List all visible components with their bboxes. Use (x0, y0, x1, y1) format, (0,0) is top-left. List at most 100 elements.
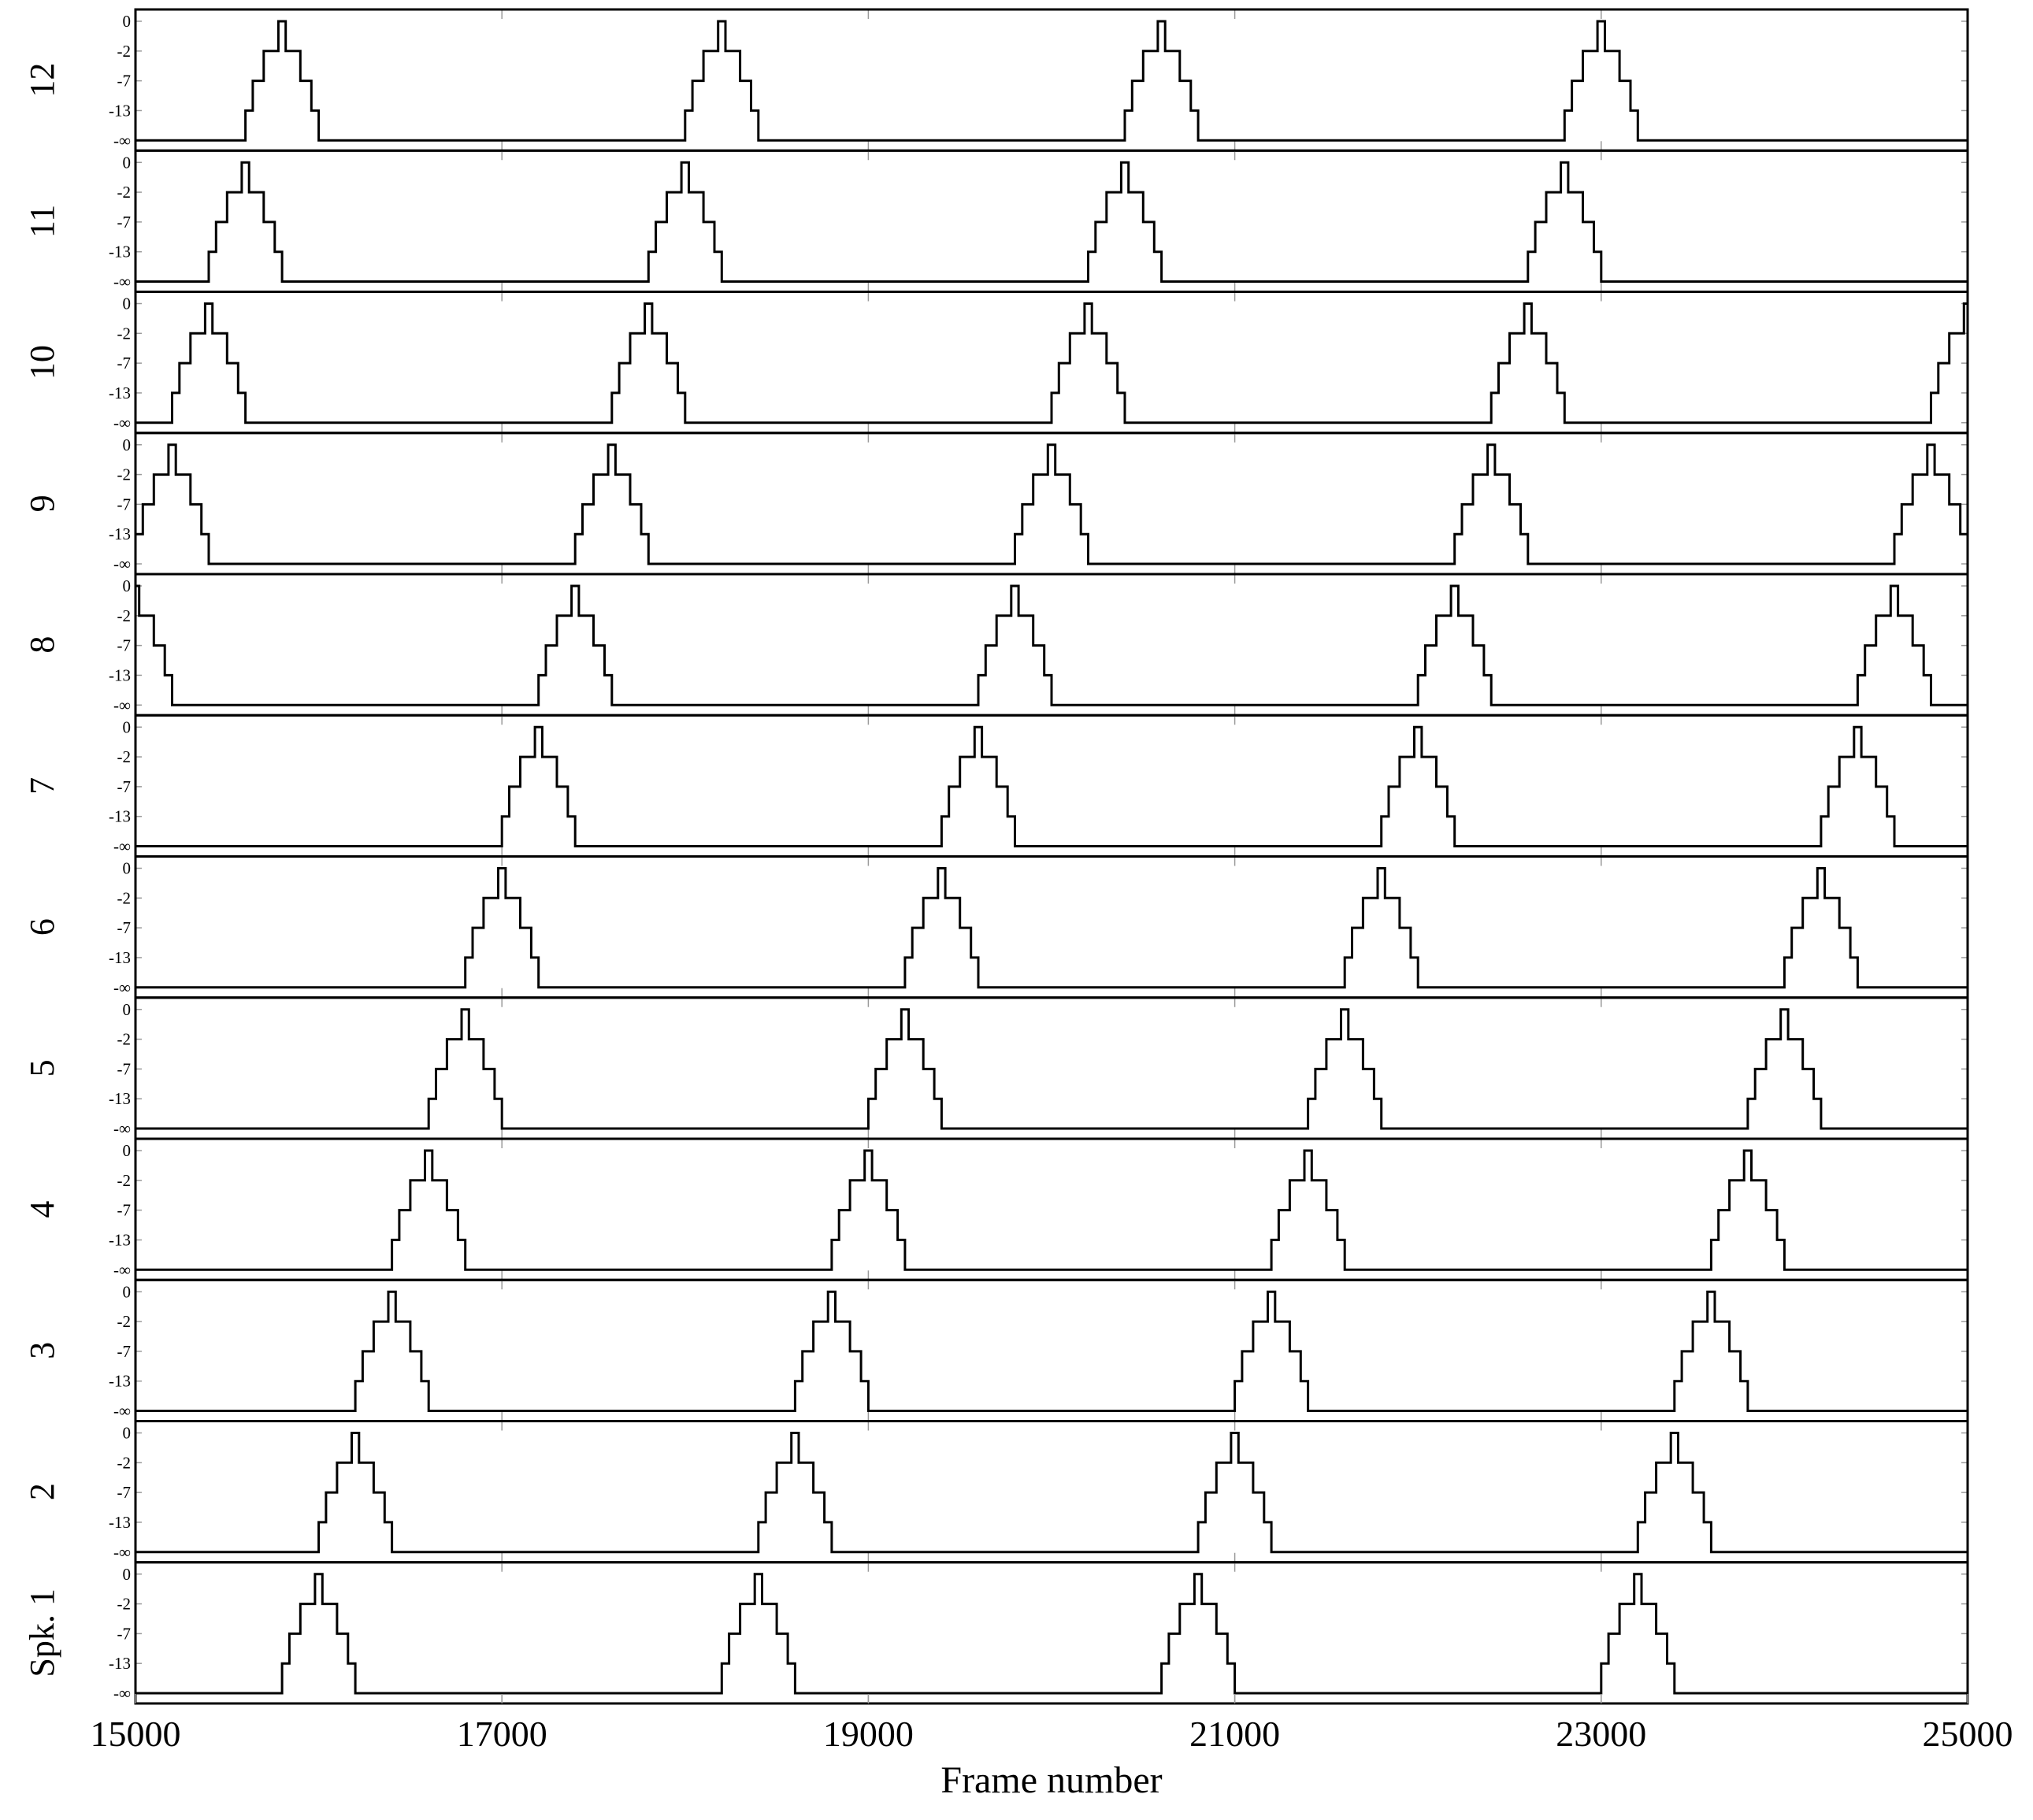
panel: 0 -2 -7 -13 -∞ 5 (23, 996, 1969, 1140)
panel-frame (134, 432, 1969, 576)
x-tick-label: 21000 (1189, 1714, 1280, 1754)
y-tick-label: -2 (117, 747, 132, 766)
series-line (135, 1573, 1968, 1695)
panel-label: 12 (23, 63, 61, 98)
y-tick-label: -2 (117, 42, 132, 61)
series-line (134, 584, 1968, 706)
y-tick-label: -13 (109, 525, 131, 543)
panel: 0 -2 -7 -13 -∞ 11 (23, 149, 1969, 293)
x-tick-label: 19000 (823, 1714, 914, 1754)
y-tick-label: -∞ (113, 695, 131, 714)
y-tick-label: 0 (123, 717, 132, 736)
y-tick-label: -∞ (113, 554, 131, 573)
series-line (135, 20, 1968, 142)
x-tick-label: 17000 (457, 1714, 547, 1754)
x-axis-title: Frame number (940, 1759, 1162, 1801)
y-tick-label: -∞ (113, 837, 131, 856)
y-tick-label: -13 (109, 1089, 131, 1108)
panel: 0 -2 -7 -13 -∞ 2 (23, 1420, 1969, 1564)
y-tick-label: -∞ (113, 1684, 131, 1703)
y-tick-label: -2 (117, 324, 132, 343)
panel-frame (134, 996, 1969, 1140)
y-tick-label: -∞ (113, 413, 131, 432)
y-tick-label: -13 (109, 665, 131, 684)
y-tick-label: -13 (109, 807, 131, 826)
series-line (135, 1149, 1968, 1271)
y-tick-label: -7 (117, 495, 132, 513)
panel-label: Spk. 1 (23, 1588, 61, 1677)
y-tick-label: 0 (123, 1141, 132, 1160)
y-tick-label: -7 (117, 72, 132, 91)
y-tick-label: -13 (109, 1513, 131, 1532)
y-tick-label: -∞ (113, 1402, 131, 1421)
panel-label: 10 (23, 345, 61, 380)
y-tick-label: -7 (117, 918, 132, 937)
x-tick-label: 23000 (1556, 1714, 1646, 1754)
y-tick-label: -∞ (113, 1543, 131, 1562)
panel-frame (134, 714, 1969, 858)
y-tick-label: -7 (117, 1059, 132, 1078)
panel-label: 11 (23, 205, 61, 238)
series-line (135, 1008, 1968, 1130)
series-line (135, 302, 1969, 424)
y-tick-label: -7 (117, 1342, 132, 1361)
y-tick-label: -7 (117, 777, 132, 796)
y-tick-label: -∞ (113, 978, 131, 997)
series-line (135, 1290, 1968, 1412)
panel-label: 4 (23, 1201, 61, 1218)
y-tick-label: -7 (117, 636, 132, 655)
y-tick-label: -2 (117, 1595, 132, 1614)
panel: 0 -2 -7 -13 -∞ 9 (23, 432, 1969, 576)
y-tick-label: 0 (123, 12, 132, 31)
y-tick-label: 0 (123, 295, 132, 313)
panel: 0 -2 -7 -13 -∞ 12 (23, 8, 1969, 152)
series-line (135, 867, 1968, 989)
y-tick-label: -13 (109, 1654, 131, 1673)
y-tick-label: -2 (117, 183, 132, 202)
panel-frame (134, 1561, 1969, 1705)
y-tick-label: 0 (123, 1000, 132, 1019)
y-tick-label: 0 (123, 436, 132, 454)
y-tick-label: 0 (123, 859, 132, 878)
y-tick-label: -13 (109, 1230, 131, 1249)
y-tick-label: -∞ (113, 272, 131, 291)
y-tick-label: -7 (117, 1483, 132, 1502)
panel: 0 -2 -7 -13 -∞ 6 (23, 855, 1969, 999)
panels-layer: 0 -2 -7 -13 -∞ 12 0 -2 -7 -13 -∞ 11 0 -2 -7 -13 -∞ 10 0 -2 -… (23, 8, 1969, 1705)
y-tick-label: -2 (117, 465, 132, 484)
series-line (134, 443, 1969, 565)
y-tick-label: -7 (117, 1624, 132, 1643)
y-tick-label: -2 (117, 1453, 132, 1472)
panel-frame (134, 855, 1969, 999)
panel-label: 8 (23, 636, 61, 654)
series-line (135, 161, 1968, 283)
y-tick-label: -2 (117, 1312, 132, 1331)
panel-label: 6 (23, 918, 61, 936)
panel-label: 3 (23, 1342, 61, 1359)
panel: 0 -2 -7 -13 -∞ 8 (23, 573, 1969, 717)
y-tick-label: -7 (117, 354, 132, 373)
y-tick-label: 0 (123, 153, 132, 172)
panel-label: 2 (23, 1483, 61, 1500)
y-tick-label: 0 (123, 1565, 132, 1584)
series-line (135, 1432, 1968, 1554)
y-tick-label: -13 (109, 101, 131, 120)
panel: 0 -2 -7 -13 -∞ 3 (23, 1278, 1969, 1422)
y-tick-label: -2 (117, 1171, 132, 1190)
x-tick-label: 15000 (91, 1714, 181, 1754)
panel: 0 -2 -7 -13 -∞ 4 (23, 1137, 1969, 1281)
y-tick-label: -2 (117, 606, 132, 625)
y-tick-label: -13 (109, 384, 131, 402)
panel: 0 -2 -7 -13 -∞ 7 (23, 714, 1969, 858)
y-tick-label: 0 (123, 1424, 132, 1443)
y-tick-label: -2 (117, 1030, 132, 1049)
y-tick-label: -7 (117, 1201, 132, 1220)
y-tick-label: -13 (109, 243, 131, 261)
panel-label: 9 (23, 495, 61, 512)
panel: 0 -2 -7 -13 -∞ Spk. 1 (23, 1561, 1969, 1705)
panel-frame (134, 149, 1969, 293)
series-line (135, 725, 1968, 847)
y-tick-label: 0 (123, 576, 132, 595)
x-axis: 15000 17000 19000 21000 23000 25000 (91, 1694, 2013, 1754)
